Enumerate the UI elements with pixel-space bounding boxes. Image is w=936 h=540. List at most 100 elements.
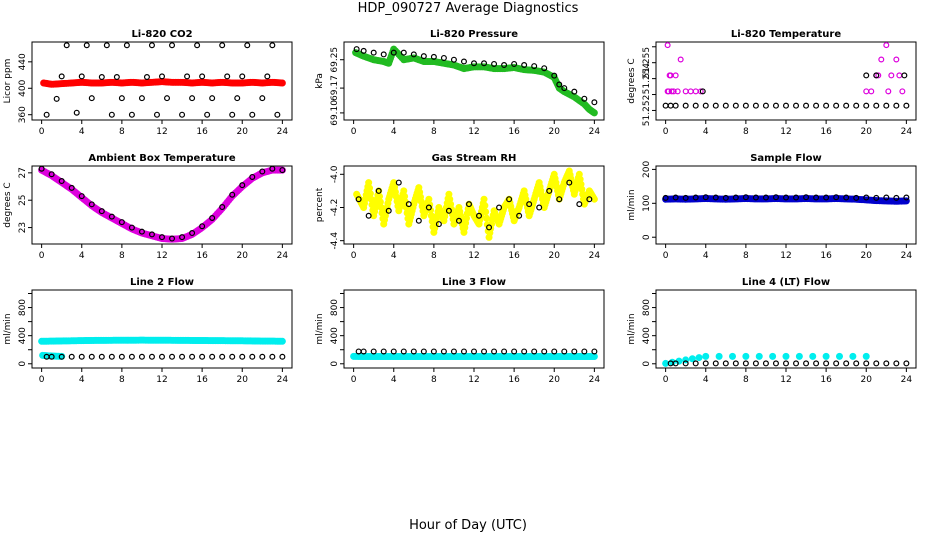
data-point <box>873 360 880 367</box>
data-point <box>269 353 276 360</box>
data-point <box>400 348 407 355</box>
data-point <box>752 360 759 367</box>
data-point <box>862 352 870 360</box>
x-tick-label: 4 <box>79 375 85 385</box>
x-tick-label: 20 <box>237 251 249 261</box>
data-point <box>460 348 467 355</box>
data-point <box>873 72 880 79</box>
data-point <box>249 353 256 360</box>
x-tick-label: 12 <box>780 251 791 261</box>
data-point <box>702 360 709 367</box>
data-point <box>360 47 367 54</box>
data-point <box>712 360 719 367</box>
data-point <box>269 42 276 49</box>
data-point <box>259 353 266 360</box>
x-tick-label: 16 <box>820 375 832 385</box>
data-point <box>803 194 810 201</box>
data-point <box>662 194 669 201</box>
data-point <box>772 360 779 367</box>
data-point <box>702 102 709 109</box>
x-tick-label: 16 <box>508 375 520 385</box>
chart-panel-gas-stream-rh: Gas Stream RH percent 0 4 8 12 16 20 24 -4.4 -4.2 -… <box>315 153 605 261</box>
data-point <box>189 230 196 237</box>
data-point <box>471 60 478 67</box>
data-point <box>491 60 498 67</box>
data-point <box>546 187 553 194</box>
data-point <box>98 208 105 215</box>
y-tick-label: 27 <box>18 167 28 178</box>
data-point <box>219 42 226 49</box>
data-point <box>822 352 830 360</box>
data-point <box>752 102 759 109</box>
x-tick-label: 0 <box>663 127 669 137</box>
x-tick-label: 24 <box>277 127 289 137</box>
y-axis-label: ml/min <box>627 313 637 344</box>
data-point <box>782 194 789 201</box>
data-point <box>264 73 271 80</box>
data-point <box>229 353 236 360</box>
data-point <box>863 102 870 109</box>
data-point <box>78 353 85 360</box>
data-point <box>138 95 145 102</box>
data-point <box>586 196 593 203</box>
data-point <box>893 56 900 63</box>
y-tick-label: -4.2 <box>330 199 340 217</box>
x-tick-label: 0 <box>663 251 669 261</box>
x-tick-label: 20 <box>237 127 249 137</box>
data-point <box>793 102 800 109</box>
x-tick-label: 24 <box>277 251 289 261</box>
marks-li-820-co2 <box>40 42 286 118</box>
data-point <box>179 234 186 241</box>
data-point <box>772 102 779 109</box>
x-tick-label: 24 <box>901 251 913 261</box>
data-point <box>853 194 860 201</box>
data-point <box>278 79 286 87</box>
data-point <box>692 360 699 367</box>
data-point <box>58 353 65 360</box>
x-tick-label: 4 <box>79 251 85 261</box>
data-point <box>365 212 372 219</box>
x-tick-label: 0 <box>351 375 357 385</box>
data-point <box>148 353 155 360</box>
data-point <box>883 102 890 109</box>
data-point <box>143 74 150 81</box>
x-tick-label: 12 <box>156 127 167 137</box>
data-point <box>541 348 548 355</box>
data-point <box>482 208 490 216</box>
data-point <box>53 95 60 102</box>
data-point <box>762 360 769 367</box>
chart-panel-line-4-lt-flow: Line 4 (LT) Flow ml/min 0 4 8 12 16 20 24 0 400 800 <box>627 277 917 385</box>
data-point <box>279 353 286 360</box>
y-tick-label: 0 <box>642 234 652 240</box>
data-point <box>506 196 513 203</box>
data-point <box>903 194 910 201</box>
x-tick-label: 12 <box>468 375 479 385</box>
data-point <box>118 219 125 226</box>
data-point <box>78 73 85 80</box>
data-point <box>843 194 850 201</box>
data-point <box>769 352 777 360</box>
x-tick-label: 8 <box>431 251 437 261</box>
data-point <box>390 348 397 355</box>
data-point <box>48 171 55 178</box>
data-point <box>435 221 442 228</box>
data-point <box>682 88 689 95</box>
x-tick-label: 0 <box>39 251 45 261</box>
data-point <box>903 360 910 367</box>
data-point <box>501 348 508 355</box>
data-point <box>849 352 857 360</box>
data-point <box>668 88 675 95</box>
y-axis-label: kPa <box>315 73 325 89</box>
x-tick-label: 24 <box>901 127 913 137</box>
x-tick-label: 12 <box>156 251 167 261</box>
data-point <box>755 352 763 360</box>
data-point <box>692 88 699 95</box>
y-tick-label: 51.255 <box>642 47 652 79</box>
data-point <box>83 42 90 49</box>
data-point <box>531 63 538 70</box>
data-point <box>385 207 392 214</box>
data-point <box>259 95 266 102</box>
data-point <box>883 42 890 49</box>
data-point <box>78 193 85 200</box>
data-point <box>722 194 729 201</box>
